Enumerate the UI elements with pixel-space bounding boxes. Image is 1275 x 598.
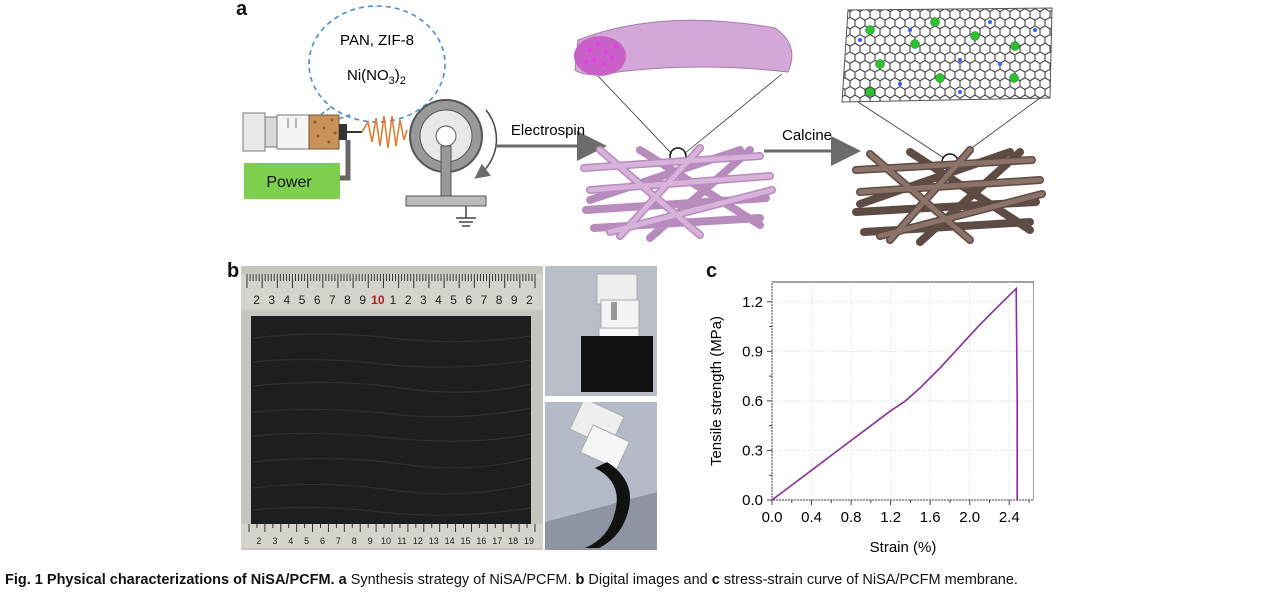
ruler-top-number: 1 [390, 293, 397, 307]
panel-b-photo-clamp-top [545, 266, 657, 396]
y-tick-label: 0.3 [742, 442, 763, 459]
bubble-text-line1: PAN, ZIF-8 [340, 32, 414, 49]
caption-a-letter: a [338, 572, 347, 588]
ruler-top-number: 6 [314, 293, 321, 307]
membrane-sample [251, 316, 531, 524]
ruler-bottom-number: 13 [429, 536, 439, 546]
x-tick-label: 2.0 [959, 509, 980, 526]
panel-a-schematic: PAN, ZIF-8 Ni(NO3)2 Power Electrospi [242, 5, 1053, 246]
x-tick-label: 0.4 [801, 509, 822, 526]
caption-c-letter: c [711, 572, 720, 588]
carbon-fiber-mat [852, 146, 1046, 246]
y-tick-label: 0.0 [742, 492, 763, 509]
x-tick-label: 1.6 [920, 509, 941, 526]
power-label: Power [266, 174, 312, 191]
ruler-top-number: 2 [405, 293, 412, 307]
ruler-bottom-number: 15 [460, 536, 470, 546]
rotating-collector [405, 99, 498, 227]
stress-strain-chart: 0.0 0.4 0.8 1.2 1.6 2.0 2.4 0.0 0.3 0.6 0.9 1.2 St… [708, 281, 1034, 556]
panel-b-photo-clamp-bend [545, 402, 657, 550]
ruler-top-number: 5 [299, 293, 306, 307]
power-box [244, 163, 340, 199]
y-axis-label: Tensile strength (MPa) [708, 316, 725, 466]
pan-fiber-mat [580, 144, 776, 242]
membrane-bent [585, 462, 631, 548]
series-line [771, 286, 1018, 501]
ruler-bottom-number: 4 [288, 536, 293, 546]
ruler-top-number: 4 [435, 293, 442, 307]
ruler-top-number: 10 [371, 293, 385, 307]
ruler-bottom-number: 6 [320, 536, 325, 546]
ruler-top-number: 3 [420, 293, 427, 307]
caption-b-text: Digital images and [584, 572, 712, 588]
ruler-bottom-number: 3 [272, 536, 277, 546]
panel-b-photo: 2 3 4 5 6 7 8 9 10 1 2 3 4 5 6 7 8 9 2 2 3 4 5 6 7 8 9 10 11 12 13 14 1… [241, 266, 543, 550]
ruler-top-number: 6 [465, 293, 472, 307]
ruler-bottom-number: 12 [413, 536, 423, 546]
y-tick-label: 1.2 [742, 294, 763, 311]
ruler-bottom-number: 17 [492, 536, 502, 546]
ruler-bottom-number: 16 [476, 536, 486, 546]
ruler-bottom-number: 14 [445, 536, 455, 546]
x-tick-label: 0.0 [762, 509, 783, 526]
ruler-bottom-number: 19 [524, 536, 534, 546]
ruler-bottom-number: 10 [381, 536, 391, 546]
ruler-bottom-number: 7 [336, 536, 341, 546]
membrane-hanging [581, 336, 653, 392]
caption-c-text: stress-strain curve of NiSA/PCFM membran… [719, 572, 1018, 588]
ruler-bottom-number: 11 [397, 536, 406, 546]
ruler-top-number: 8 [344, 293, 351, 307]
caption-fig-label: Fig. 1 Physical characterizations of NiS… [5, 572, 335, 588]
x-tick-label: 2.4 [999, 509, 1020, 526]
x-axis-label: Strain (%) [870, 539, 937, 556]
caption-a-text: Synthesis strategy of NiSA/PCFM. [346, 572, 576, 588]
y-tick-label: 0.6 [742, 393, 763, 410]
panel-b-letter: b [227, 260, 240, 282]
ruler-bottom-number: 2 [256, 536, 261, 546]
x-tick-label: 1.2 [880, 509, 901, 526]
ruler-top-number: 2 [526, 293, 533, 307]
ruler-top-number: 7 [329, 293, 336, 307]
panel-c-letter: c [706, 260, 718, 282]
precursor-bubble [308, 5, 446, 123]
ruler-top-number: 9 [359, 293, 366, 307]
ruler-top-number: 7 [481, 293, 488, 307]
pan-fiber-closeup [574, 19, 793, 165]
ruler-top-number: 9 [511, 293, 518, 307]
ruler-bottom-number: 18 [508, 536, 518, 546]
syringe [242, 112, 362, 152]
ruler-top-number: 5 [450, 293, 457, 307]
bubble-text-line2: Ni(NO3)2 [347, 67, 406, 87]
y-tick-label: 0.9 [742, 343, 763, 360]
ruler-bottom-number: 8 [352, 536, 357, 546]
panel-a-letter: a [236, 0, 248, 20]
ruler-top-number: 2 [253, 293, 260, 307]
electrospin-label: Electrospin [511, 122, 585, 139]
caption-b-letter: b [575, 572, 585, 588]
fiber-jet [361, 115, 408, 149]
ruler-bottom-number: 9 [368, 536, 373, 546]
figure-caption: Fig. 1 Physical characterizations of NiS… [5, 572, 1273, 588]
graphene-sheet [841, 7, 1053, 171]
ruler-bottom-number: 5 [304, 536, 309, 546]
plot-area [771, 281, 1034, 501]
ruler-top-number: 8 [496, 293, 503, 307]
ruler-top-number: 3 [268, 293, 275, 307]
ruler-top-number: 4 [284, 293, 291, 307]
x-tick-label: 0.8 [841, 509, 862, 526]
calcine-label: Calcine [782, 127, 832, 144]
